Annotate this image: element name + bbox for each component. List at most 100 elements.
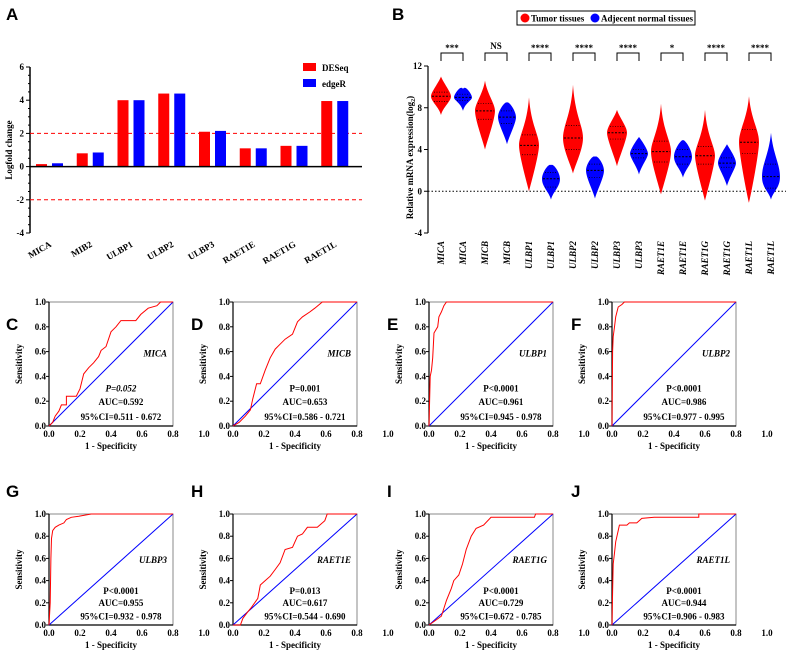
x-axis-label: 1 - Specificity — [85, 441, 137, 451]
y-tick-label: 1.0 — [598, 297, 610, 307]
p-value: P<0.0001 — [666, 586, 702, 596]
significance-label: **** — [751, 43, 770, 53]
y-tick-label: 0.4 — [415, 576, 427, 586]
y-tick-label: -2 — [17, 195, 25, 205]
violin-raet1g-normal — [718, 144, 736, 187]
violin-raet1e-normal — [674, 140, 692, 178]
bar-deseq-ulbp3 — [199, 131, 210, 167]
x-tick-label: ULBP3 — [634, 241, 644, 269]
bar-deseq-ulbp2 — [158, 93, 170, 167]
roc-panel-g: 0.0 0.2 0.4 0.6 0.8 1.0 0.0 0.2 0.4 0.6 0.8 1.0 1 - … — [14, 509, 210, 650]
panel-label-f: F — [571, 315, 581, 334]
auc-value: AUC=0.592 — [98, 397, 143, 407]
violin-raet1l-normal — [762, 132, 780, 200]
p-value: P<0.0001 — [666, 383, 702, 393]
x-tick-label: 1.0 — [382, 429, 394, 439]
y-tick-label: 0.0 — [598, 421, 610, 431]
y-tick-label: 0 — [418, 186, 423, 196]
y-axis-label: Logfold change — [4, 120, 14, 179]
roc-curve-raet1e — [233, 513, 357, 626]
bar-deseq-raet1e — [239, 148, 251, 167]
y-tick-label: 0.0 — [415, 620, 427, 630]
bar-edger-raet1e — [255, 148, 267, 167]
y-tick-label: 4 — [20, 95, 25, 105]
x-tick-label: MIB2 — [69, 239, 94, 259]
bar-edger-mica — [52, 163, 63, 167]
violin-ulbp1-tumor — [519, 97, 539, 192]
reference-diagonal — [611, 301, 737, 427]
gene-label: RAET1E — [316, 555, 351, 565]
confidence-interval: 95%CI=0.945 - 0.978 — [460, 412, 542, 422]
x-tick-label: MICA — [436, 241, 446, 266]
y-tick-label: 0.0 — [35, 620, 47, 630]
y-tick-label: 0.6 — [219, 347, 231, 357]
x-tick-label: ULBP2 — [568, 241, 578, 269]
significance-bracket — [704, 52, 728, 61]
x-tick-label: 1.0 — [198, 628, 210, 638]
y-axis-label-end: ) — [405, 96, 415, 99]
legend-label: DESeq — [322, 63, 349, 73]
x-tick-label: 0.0 — [227, 429, 239, 439]
bar-deseq-ulbp1 — [117, 100, 129, 167]
x-tick-label: 0.2 — [637, 429, 649, 439]
y-tick-label: 12 — [413, 61, 423, 71]
x-tick-label: 0.8 — [547, 628, 559, 638]
significance-label: *** — [445, 43, 459, 53]
y-tick-label: 0.8 — [35, 531, 47, 541]
significance-bracket — [440, 52, 464, 61]
x-tick-label: 0.4 — [668, 628, 680, 638]
bar-edger-ulbp2 — [174, 93, 186, 167]
x-tick-label: ULBP2 — [590, 241, 600, 269]
y-axis-label: Sensitivity — [14, 549, 24, 590]
roc-panel-c: 0.0 0.2 0.4 0.6 0.8 1.0 0.0 0.2 0.4 0.6 0.8 1.0 1 - … — [14, 297, 210, 451]
x-tick-label: MICA — [26, 239, 53, 260]
significance-bracket — [572, 52, 596, 61]
confidence-interval: 95%CI=0.544 - 0.690 — [264, 611, 346, 621]
x-tick-label: 0.2 — [258, 628, 270, 638]
p-value: P<0.0001 — [103, 586, 139, 596]
confidence-interval: 95%CI=0.511 - 0.672 — [81, 412, 162, 422]
x-tick-label: 0.4 — [668, 429, 680, 439]
y-tick-label: 1.0 — [35, 297, 47, 307]
gene-label: ULBP1 — [519, 349, 547, 359]
p-value: P=0.001 — [289, 383, 320, 393]
y-tick-label: 0.0 — [219, 620, 231, 630]
x-tick-label: 0.4 — [289, 429, 301, 439]
x-tick-label: 0.6 — [136, 429, 148, 439]
x-axis-label: 1 - Specificity — [648, 441, 700, 451]
x-tick-label: 0.8 — [351, 429, 363, 439]
y-tick-label: 0.0 — [35, 421, 47, 431]
x-axis-label: 1 - Specificity — [269, 640, 321, 650]
gene-label: RAET1L — [695, 555, 730, 565]
y-tick-label: 0.8 — [415, 531, 427, 541]
reference-diagonal — [232, 301, 358, 427]
y-tick-label: 0.6 — [415, 347, 427, 357]
x-tick-label: 0.0 — [227, 628, 239, 638]
roc-curve-mica — [48, 301, 173, 427]
x-tick-label: 1.0 — [761, 429, 773, 439]
x-tick-label: 0.6 — [699, 628, 711, 638]
auc-value: AUC=0.986 — [661, 397, 706, 407]
y-tick-label: 0.8 — [415, 322, 427, 332]
gene-label: MICA — [142, 349, 167, 359]
y-tick-label: 0.2 — [598, 598, 610, 608]
confidence-interval: 95%CI=0.672 - 0.785 — [460, 611, 542, 621]
y-tick-label: 0.6 — [598, 347, 610, 357]
roc-curve-micb — [232, 301, 357, 427]
p-value: P=0.013 — [289, 586, 320, 596]
x-axis-label: 1 - Specificity — [465, 640, 517, 650]
y-tick-label: 1.0 — [219, 509, 231, 519]
y-axis-label: Sensitivity — [394, 344, 404, 385]
y-tick-label: 0.6 — [219, 553, 231, 563]
x-tick-label: 0.0 — [43, 628, 55, 638]
x-tick-label: 0.0 — [606, 628, 618, 638]
panel-label-g: G — [6, 482, 19, 501]
bar-edger-raet1l — [337, 101, 349, 167]
x-tick-label: 0.6 — [516, 628, 528, 638]
significance-label: NS — [490, 41, 502, 51]
x-tick-label: 0.8 — [730, 628, 742, 638]
y-axis-label: Sensitivity — [198, 344, 208, 385]
y-axis-label-text: Relative mRNA expression(log — [405, 101, 415, 219]
y-tick-label: 0.8 — [598, 322, 610, 332]
x-tick-label: RAET1G — [700, 241, 710, 277]
